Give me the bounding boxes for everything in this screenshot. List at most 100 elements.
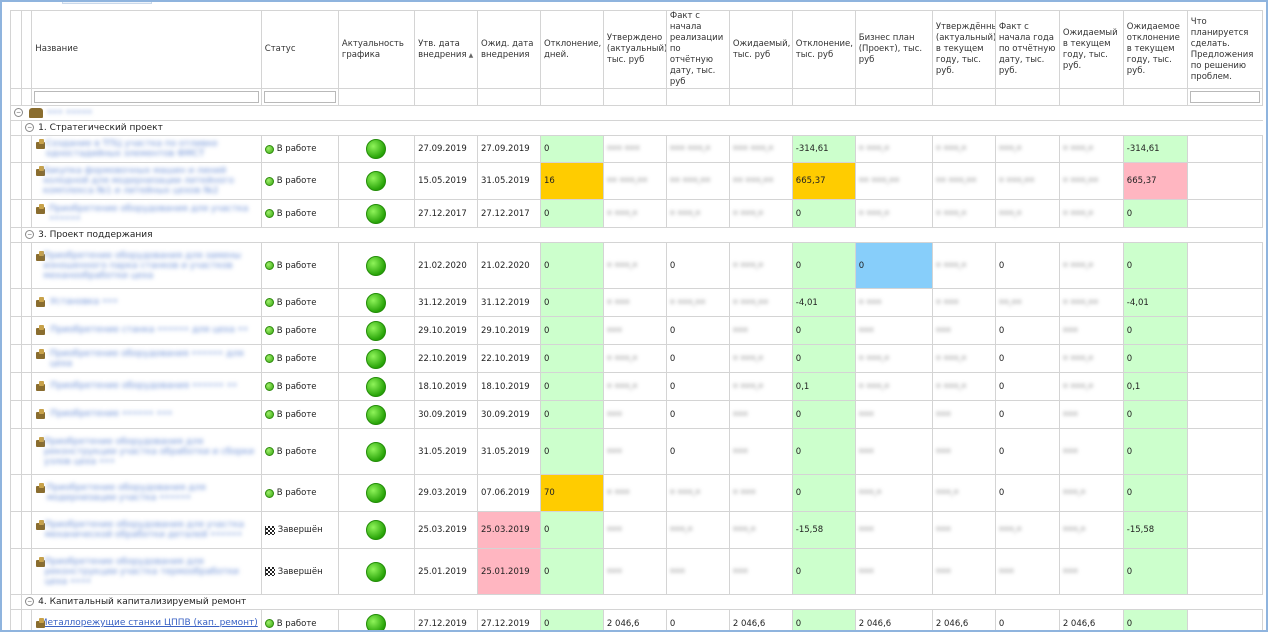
- column-header-label: Отклонение, дней.: [543, 38, 602, 60]
- cell-dev-days: 0: [539, 135, 604, 163]
- column-header-3[interactable]: Утв. дата внедрения ▲: [414, 10, 479, 89]
- cell-value: 0: [543, 353, 550, 364]
- cell-value: •• •••,••: [935, 176, 977, 186]
- collapse-icon[interactable]: −: [25, 597, 35, 607]
- cell-year-dev: 0: [1122, 199, 1188, 228]
- cell-plans: [1186, 428, 1264, 475]
- cell-value: 2 046,6: [858, 618, 892, 629]
- status-label: В работе: [276, 409, 317, 420]
- cell-value: 0: [543, 618, 550, 629]
- column-header-9[interactable]: Отклонение, тыс. руб: [791, 10, 856, 89]
- column-header-label: Утв. дата внедрения: [418, 38, 467, 60]
- cell-plans: [1186, 344, 1264, 373]
- cell-year-expected: • •••,•: [1058, 135, 1124, 163]
- project-group-icon: [29, 107, 43, 118]
- filter-input-1[interactable]: [263, 91, 336, 103]
- cell-fact: •• •••,••: [665, 162, 730, 200]
- project-link[interactable]: Приобретение оборудования для модернизац…: [46, 483, 206, 503]
- table-row: Закупка формовочных машин и линий холодн…: [9, 162, 1264, 200]
- cell-value: 0: [543, 566, 550, 577]
- cell-bp: • •••,•: [854, 135, 933, 163]
- status-cell: В работе: [260, 242, 339, 289]
- cell-year-expected: • •••,•: [1058, 199, 1124, 228]
- collapse-icon[interactable]: −: [25, 123, 35, 133]
- column-header-5[interactable]: Отклонение, дней.: [539, 10, 604, 89]
- collapse-icon[interactable]: −: [14, 108, 23, 118]
- column-header-1[interactable]: Статус: [260, 10, 339, 89]
- cell-approved: ••• •••: [602, 135, 667, 163]
- row-indent: [21, 511, 33, 549]
- task-icon: [35, 203, 46, 215]
- cell-value: •••: [669, 566, 685, 577]
- filter-input-0[interactable]: [34, 91, 259, 103]
- cell-value: •••: [606, 325, 622, 336]
- column-header-10[interactable]: Бизнес план (Проект), тыс. руб: [854, 10, 933, 89]
- row-indent: [21, 199, 33, 228]
- project-link[interactable]: Приобретение оборудования для реконструк…: [44, 556, 239, 587]
- cell-value: 27.09.2019: [481, 144, 530, 154]
- column-header-14[interactable]: Ожидаемое отклонение в текущем году, тыс…: [1122, 10, 1188, 89]
- column-header-6[interactable]: Утверждено (актуальный), тыс. руб: [602, 10, 667, 89]
- cell-value: • •••,•: [606, 381, 638, 392]
- status-label: Завершён: [277, 566, 323, 577]
- cell-bp: 2 046,6: [854, 609, 933, 630]
- project-link[interactable]: Приобретение оборудования •••••• для цех…: [49, 348, 244, 369]
- row-indent: [9, 400, 23, 429]
- project-link[interactable]: Установка •••: [50, 297, 118, 307]
- column-header-15[interactable]: Что планируется сделать. Предложения по …: [1186, 10, 1264, 89]
- status-wrap: В работе: [264, 447, 335, 457]
- project-link[interactable]: Металлорежущие станки ЦППВ (кап. ремонт): [39, 618, 258, 628]
- project-link[interactable]: Приобретение оборудования для замены изн…: [43, 250, 241, 281]
- cell-fact: 0: [665, 344, 730, 373]
- cell-value: •••: [858, 409, 874, 420]
- cell-value: 22.10.2019: [481, 353, 530, 364]
- cell-value: 0: [543, 381, 550, 392]
- filter-cell-11: [931, 88, 996, 106]
- cell-expected: •• •••,••: [728, 162, 793, 200]
- project-link[interactable]: Приобретение станка •••••• для цеха ••: [50, 325, 249, 335]
- project-link[interactable]: Приобретение оборудования для участка ме…: [44, 520, 244, 540]
- cell-year-fact: 0: [994, 400, 1060, 429]
- cell-value: 25.01.2019: [481, 566, 530, 577]
- filter-input-15[interactable]: [1189, 91, 1260, 103]
- cell-dev-days: 0: [539, 609, 604, 630]
- cell-expected: •••: [728, 548, 793, 595]
- schedule-cell: [337, 288, 416, 317]
- status-cell: В работе: [260, 344, 339, 373]
- sort-asc-icon[interactable]: ▲: [468, 51, 474, 59]
- task-icon: [35, 436, 46, 448]
- column-header-11[interactable]: Утверждённый (актуальный) в текущем году…: [931, 10, 996, 89]
- column-header-4[interactable]: Ожид. дата внедрения: [477, 10, 541, 89]
- cell-year-approved: •••: [931, 316, 996, 345]
- schedule-cell: [337, 316, 416, 345]
- status-cell: В работе: [260, 428, 339, 475]
- column-header-2[interactable]: Актуальность графика: [337, 10, 416, 89]
- column-header-13[interactable]: Ожидаемый в текущем году, тыс. руб.: [1058, 10, 1124, 89]
- project-link[interactable]: Приобретение оборудования для реконструк…: [44, 436, 255, 467]
- cell-expected-date: 21.02.2020: [477, 242, 541, 289]
- name-wrap: Установка •••: [35, 297, 257, 308]
- cell-plans: [1186, 135, 1264, 163]
- status-wrap: В работе: [264, 354, 335, 364]
- cell-value: 0: [1126, 260, 1133, 271]
- cell-year-fact: • •••,••: [994, 162, 1060, 200]
- cell-value: -314,61: [1126, 144, 1160, 154]
- column-header-0[interactable]: Название: [31, 10, 262, 89]
- cell-value: 0: [998, 381, 1005, 392]
- collapse-icon[interactable]: −: [25, 230, 35, 240]
- column-header-7[interactable]: Факт с начала реализации по отчётную дат…: [665, 10, 730, 89]
- cell-value: 0: [795, 208, 802, 219]
- column-header-8[interactable]: Ожидаемый, тыс. руб: [728, 10, 793, 89]
- project-link[interactable]: Приобретение оборудования для участка ••…: [49, 203, 249, 224]
- project-link[interactable]: Создание в ТПЦ участка по отливке одност…: [45, 139, 218, 159]
- project-link[interactable]: Приобретение оборудования •••••• ••: [50, 381, 238, 391]
- column-header-12[interactable]: Факт с начала года по отчётную дату, тыс…: [994, 10, 1060, 89]
- schedule-cell: [337, 242, 416, 289]
- cell-dev-days: 70: [539, 474, 604, 512]
- project-link[interactable]: Закупка формовочных машин и линий холодн…: [42, 166, 234, 196]
- project-link[interactable]: Приобретение •••••• •••: [50, 409, 173, 419]
- column-header-label: Отклонение, тыс. руб: [795, 38, 853, 60]
- row-indent: [9, 135, 23, 163]
- row-indent: [9, 199, 23, 228]
- status-cell: В работе: [260, 135, 339, 163]
